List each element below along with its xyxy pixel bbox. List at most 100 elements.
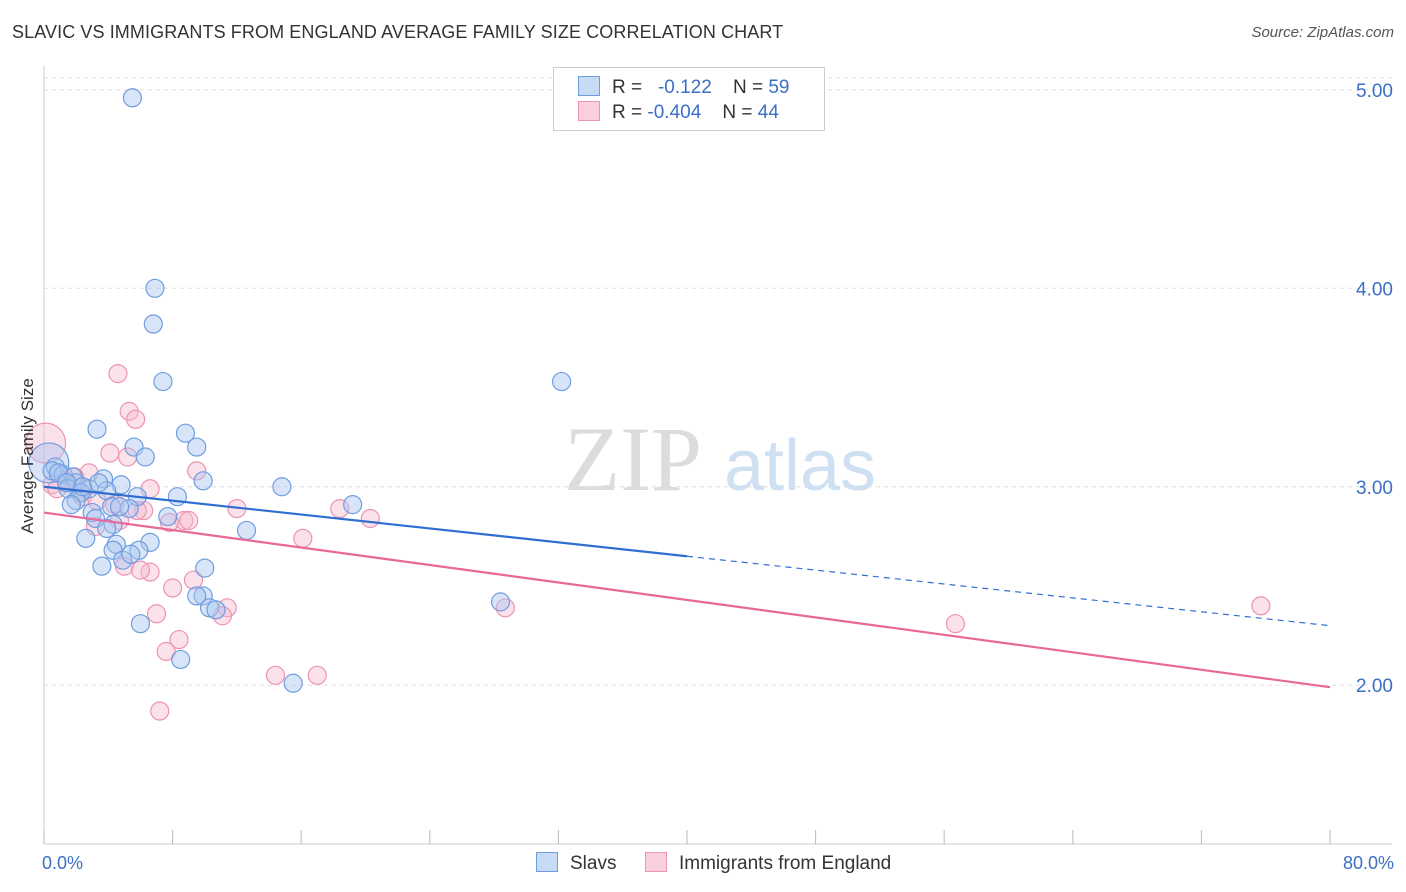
england-point-35 [169, 629, 189, 650]
england-point-23 [293, 528, 313, 548]
x-tick-max: 80.0% [1342, 853, 1394, 873]
correlation-legend: R = -0.122 N = 59 R = -0.404 N = 44 [553, 67, 825, 131]
slavs-trend-extension [686, 555, 1331, 627]
slavs-point-1 [145, 278, 165, 298]
legend-row-slavs: R = -0.122 N = 59 [578, 76, 789, 102]
england-swatch [578, 101, 600, 121]
england-point-3 [126, 409, 146, 429]
england-point-20 [360, 508, 380, 529]
grid-lines [44, 77, 1392, 686]
watermark-atlas: atlas [724, 426, 876, 506]
trend-lines [43, 485, 1331, 689]
slavs-r-value: -0.122 [657, 77, 712, 98]
england-point-1 [108, 364, 128, 384]
slavs-point-30 [82, 502, 102, 523]
slavs-point-50 [171, 649, 191, 670]
england-point-25 [140, 562, 160, 582]
bottom-legend-england: Immigrants from England [645, 852, 891, 875]
slavs-point-48 [206, 600, 226, 620]
england-r-label: R = [612, 102, 643, 123]
england-n-value: 44 [757, 102, 779, 123]
slavs-point-22 [97, 481, 117, 501]
slavs-point-37 [140, 532, 160, 552]
slavs-r-label: R = [612, 77, 643, 98]
slavs-point-43 [195, 558, 215, 578]
bottom-slavs-swatch [536, 852, 558, 872]
england-point-4 [100, 443, 120, 463]
slavs-point-0 [122, 88, 143, 108]
slavs-point-52 [48, 463, 69, 483]
england-r-value: -0.404 [647, 102, 702, 123]
slavs-point-56 [89, 473, 109, 493]
slavs-point-3 [153, 371, 173, 392]
slavs-point-54 [109, 497, 130, 517]
slavs-point-58 [167, 487, 188, 507]
slavs-n-value: 59 [768, 77, 790, 98]
slavs-point-34 [97, 518, 117, 539]
source-label: Source: ZipAtlas.com [1251, 24, 1394, 41]
slavs-point-19 [272, 477, 292, 497]
england-point-16 [330, 499, 350, 519]
slavs-point-29 [119, 499, 139, 519]
england-trend-line [43, 511, 1331, 689]
slavs-point-53 [72, 477, 93, 497]
bottom-slavs-label: Slavs [570, 853, 617, 874]
england-n-label: N = [722, 102, 753, 123]
england-point-34 [1251, 596, 1271, 616]
england-point-19 [174, 510, 194, 531]
axes [43, 66, 1392, 845]
x-tick-min: 0.0% [42, 853, 84, 873]
slavs-point-42 [92, 556, 112, 576]
slavs-point-2 [143, 314, 163, 334]
slavs-point-9 [135, 447, 155, 467]
slavs-point-36 [76, 528, 96, 548]
slavs-point-16 [193, 471, 213, 491]
y-tick-label-0: 2.00 [1356, 676, 1393, 697]
y-axis-label: Average Family Size [18, 378, 37, 534]
bottom-legend-slavs: Slavs [536, 852, 616, 875]
slavs-point-45 [193, 586, 213, 606]
england-point-27 [163, 578, 183, 598]
chart-title: SLAVIC VS IMMIGRANTS FROM ENGLAND AVERAG… [12, 22, 784, 42]
series-england-points [25, 364, 1271, 721]
slavs-point-51 [283, 673, 303, 693]
slavs-point-26 [61, 495, 81, 515]
slavs-point-6 [175, 423, 196, 443]
england-point-6 [187, 461, 207, 481]
slavs-point-4 [552, 371, 572, 392]
slavs-point-5 [87, 419, 107, 439]
bottom-england-swatch [645, 852, 667, 872]
slavs-point-44 [490, 592, 511, 612]
slavs-swatch [578, 76, 600, 96]
slavs-point-31 [158, 506, 178, 527]
slavs-point-8 [187, 437, 207, 457]
slavs-point-57 [121, 544, 141, 564]
england-point-26 [130, 560, 151, 580]
slavs-point-18 [111, 475, 131, 495]
y-tick-label-1: 3.00 [1356, 478, 1393, 499]
y-tick-labels: 2.00 3.00 4.00 5.00 [1356, 81, 1393, 697]
y-tick-label-3: 5.00 [1356, 81, 1393, 102]
slavs-point-35 [236, 520, 257, 541]
slavs-trend-line [43, 485, 688, 558]
england-point-28 [183, 570, 204, 590]
england-point-40 [179, 510, 199, 531]
slavs-point-46 [187, 586, 207, 606]
bottom-england-label: Immigrants from England [679, 853, 892, 874]
england-point-38 [307, 665, 327, 685]
england-point-30 [146, 604, 167, 624]
slavs-point-27 [343, 495, 363, 515]
slavs-n-label: N = [732, 77, 764, 98]
y-tick-label-2: 4.00 [1356, 279, 1393, 300]
england-point-2 [119, 401, 139, 421]
legend-row-england: R = -0.404 N = 44 [578, 101, 779, 127]
watermark-zip: ZIP [564, 408, 702, 510]
series-slavs-points [28, 88, 572, 693]
england-point-39 [150, 701, 170, 721]
england-point-37 [265, 665, 286, 685]
england-point-36 [156, 641, 176, 662]
slavs-point-55 [56, 473, 77, 493]
england-point-33 [945, 614, 966, 634]
slavs-point-49 [130, 614, 151, 634]
